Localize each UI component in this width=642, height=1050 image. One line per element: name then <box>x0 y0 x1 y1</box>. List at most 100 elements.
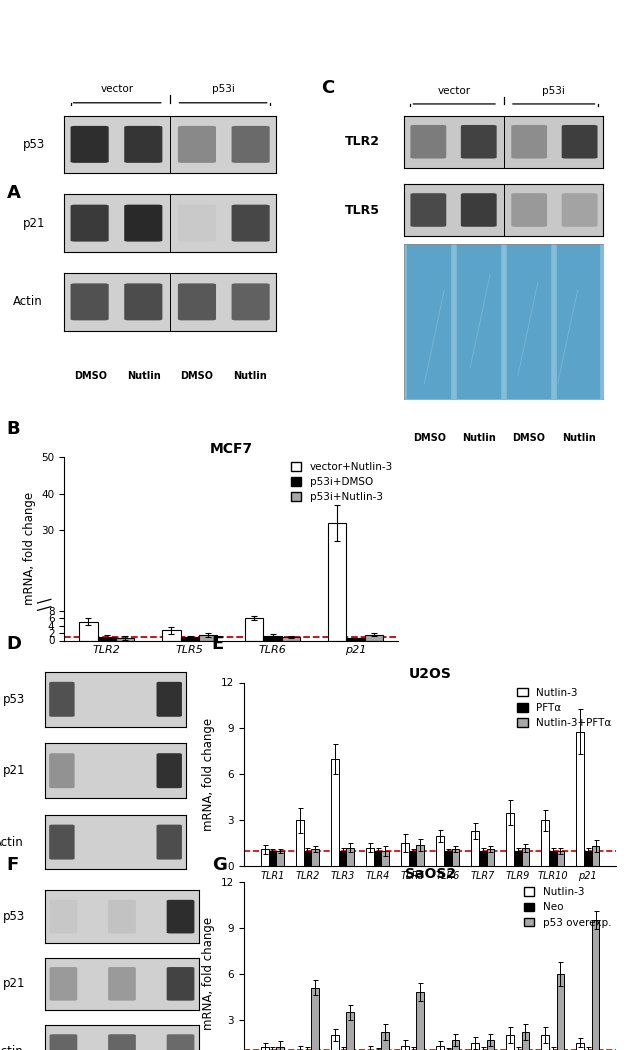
Bar <box>347 1012 354 1050</box>
Bar <box>401 843 409 866</box>
Bar <box>444 850 451 866</box>
FancyBboxPatch shape <box>49 753 74 789</box>
Bar <box>471 1043 479 1050</box>
Bar <box>521 1032 529 1050</box>
Bar <box>592 920 600 1050</box>
FancyBboxPatch shape <box>511 125 547 159</box>
Text: G: G <box>212 856 227 874</box>
Text: C: C <box>321 79 334 97</box>
Bar <box>541 820 549 866</box>
FancyBboxPatch shape <box>167 1034 195 1050</box>
Y-axis label: p21: p21 <box>22 216 45 230</box>
Bar <box>409 850 417 866</box>
FancyBboxPatch shape <box>125 205 162 242</box>
Y-axis label: Actin: Actin <box>0 1045 24 1050</box>
Bar <box>347 638 365 640</box>
Y-axis label: p21: p21 <box>3 978 26 990</box>
FancyBboxPatch shape <box>157 824 182 860</box>
FancyBboxPatch shape <box>125 126 162 163</box>
FancyBboxPatch shape <box>157 681 182 717</box>
FancyBboxPatch shape <box>461 125 497 159</box>
Y-axis label: Actin: Actin <box>13 295 43 309</box>
Bar <box>479 850 487 866</box>
FancyBboxPatch shape <box>461 193 497 227</box>
Legend: Nutlin-3, Neo, p53 overexp.: Nutlin-3, Neo, p53 overexp. <box>519 883 615 931</box>
Bar <box>381 850 389 866</box>
FancyBboxPatch shape <box>71 126 108 163</box>
FancyBboxPatch shape <box>71 205 108 242</box>
Bar <box>381 1032 389 1050</box>
FancyBboxPatch shape <box>178 126 216 163</box>
FancyBboxPatch shape <box>410 193 446 227</box>
Y-axis label: Actin: Actin <box>0 836 24 848</box>
Legend: vector+Nutlin-3, p53i+DMSO, p53i+Nutlin-3: vector+Nutlin-3, p53i+DMSO, p53i+Nutlin-… <box>287 458 397 506</box>
FancyBboxPatch shape <box>157 753 182 789</box>
Bar <box>521 848 529 866</box>
Text: F: F <box>6 856 19 874</box>
Bar <box>347 848 354 866</box>
Text: Nutlin: Nutlin <box>134 910 168 921</box>
Text: DMSO: DMSO <box>74 372 107 381</box>
Bar <box>245 618 263 640</box>
Bar <box>592 846 600 866</box>
Bar <box>451 849 459 866</box>
Y-axis label: p53: p53 <box>3 910 26 923</box>
Bar <box>331 759 339 866</box>
Bar <box>451 1040 459 1050</box>
Bar <box>116 638 134 640</box>
Bar <box>311 988 319 1050</box>
Bar <box>417 845 424 866</box>
Y-axis label: p53: p53 <box>22 138 45 151</box>
Bar <box>365 634 383 640</box>
Y-axis label: p53: p53 <box>3 693 26 706</box>
Title: U2OS: U2OS <box>409 668 451 681</box>
Bar <box>436 1046 444 1050</box>
Text: Nutlin: Nutlin <box>232 372 266 381</box>
FancyBboxPatch shape <box>562 193 598 227</box>
FancyBboxPatch shape <box>232 205 270 242</box>
Bar <box>304 850 311 866</box>
FancyBboxPatch shape <box>167 900 195 933</box>
FancyBboxPatch shape <box>125 284 162 320</box>
Text: DMSO: DMSO <box>512 434 545 443</box>
Text: vector: vector <box>438 85 471 96</box>
FancyBboxPatch shape <box>178 284 216 320</box>
FancyBboxPatch shape <box>49 681 74 717</box>
Bar <box>282 636 300 640</box>
FancyBboxPatch shape <box>71 284 108 320</box>
Text: Nutlin: Nutlin <box>562 434 596 443</box>
FancyBboxPatch shape <box>410 125 446 159</box>
Text: Nutlin: Nutlin <box>462 434 496 443</box>
FancyBboxPatch shape <box>49 824 74 860</box>
Bar <box>366 848 374 866</box>
Bar <box>401 1046 409 1050</box>
Bar <box>506 813 514 866</box>
FancyBboxPatch shape <box>49 967 77 1001</box>
Bar <box>436 836 444 866</box>
FancyBboxPatch shape <box>108 1034 136 1050</box>
Bar <box>471 831 479 866</box>
Bar <box>487 849 494 866</box>
Bar <box>268 850 276 866</box>
Bar <box>506 1035 514 1050</box>
FancyBboxPatch shape <box>232 126 270 163</box>
Bar <box>584 850 592 866</box>
FancyBboxPatch shape <box>108 967 136 1001</box>
Bar <box>331 1035 339 1050</box>
Bar <box>328 523 347 640</box>
Title: SaOS2: SaOS2 <box>404 867 456 881</box>
Text: D: D <box>6 635 21 653</box>
FancyBboxPatch shape <box>49 1034 77 1050</box>
Text: Nutlin: Nutlin <box>126 372 160 381</box>
Text: E: E <box>212 635 224 653</box>
Bar <box>577 1043 584 1050</box>
Title: MCF7: MCF7 <box>209 442 253 456</box>
Bar <box>98 636 116 640</box>
Bar <box>276 1048 284 1050</box>
Bar <box>97 533 107 609</box>
Y-axis label: mRNA, fold change: mRNA, fold change <box>23 492 36 605</box>
FancyBboxPatch shape <box>167 967 195 1001</box>
FancyBboxPatch shape <box>562 125 598 159</box>
FancyBboxPatch shape <box>232 284 270 320</box>
FancyBboxPatch shape <box>108 900 136 933</box>
